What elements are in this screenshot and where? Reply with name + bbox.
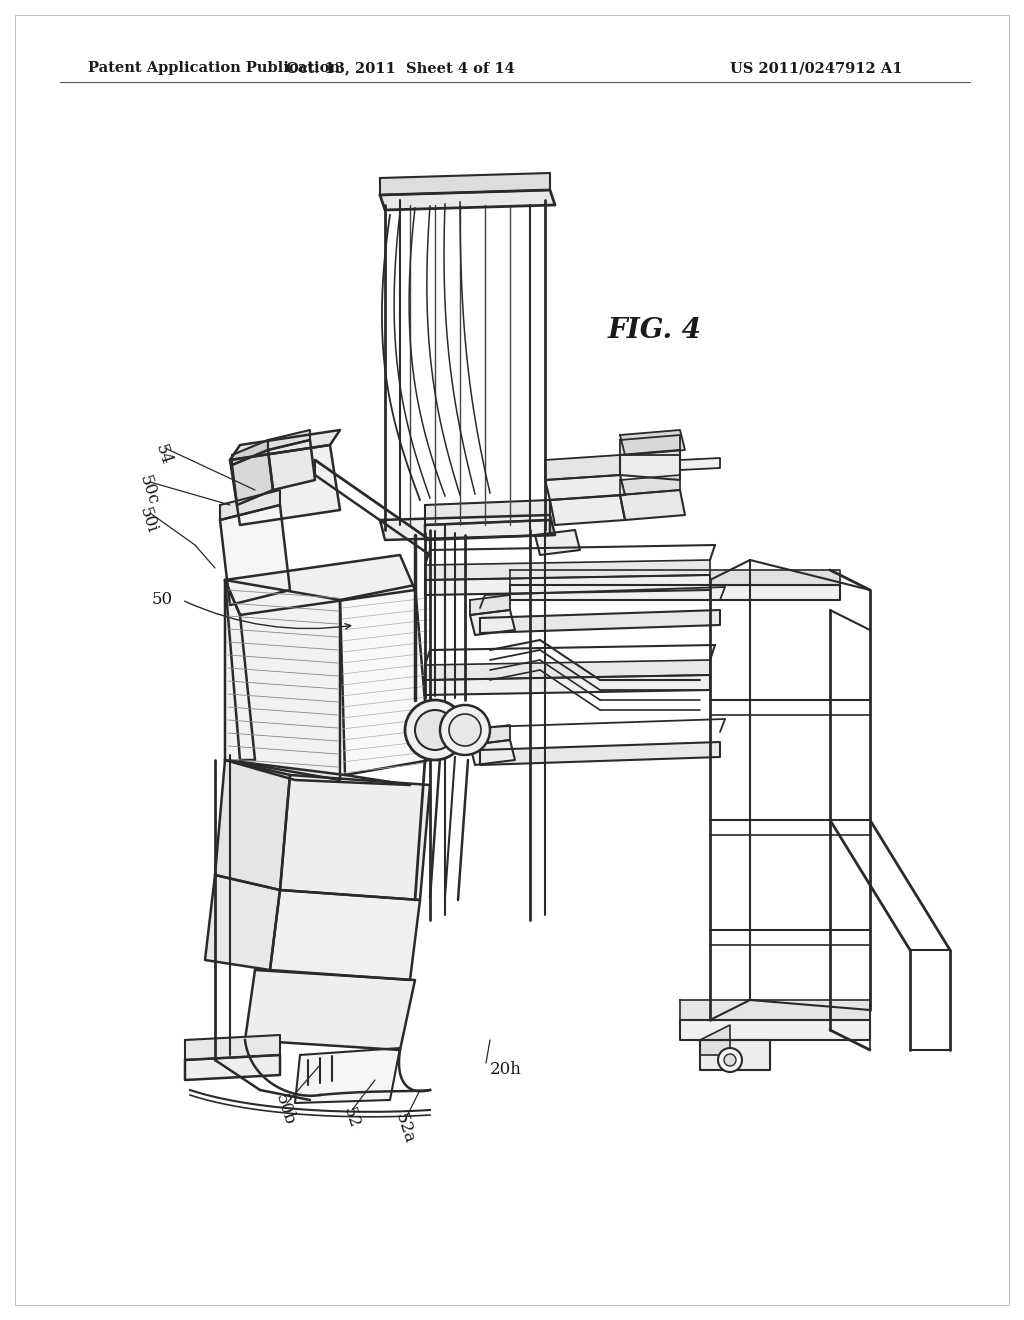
Polygon shape [230, 445, 340, 525]
Polygon shape [295, 1048, 400, 1104]
Polygon shape [225, 579, 255, 760]
Polygon shape [268, 430, 310, 450]
Text: 50: 50 [152, 591, 173, 609]
Text: Oct. 13, 2011  Sheet 4 of 14: Oct. 13, 2011 Sheet 4 of 14 [286, 61, 514, 75]
Circle shape [406, 700, 465, 760]
Polygon shape [620, 450, 680, 480]
Polygon shape [230, 430, 340, 459]
Polygon shape [620, 490, 685, 520]
Polygon shape [535, 531, 580, 554]
Polygon shape [232, 440, 268, 465]
Text: 52a: 52a [392, 1110, 418, 1146]
Polygon shape [220, 490, 280, 520]
Polygon shape [470, 725, 510, 744]
Polygon shape [280, 775, 430, 900]
Polygon shape [225, 554, 415, 615]
Polygon shape [700, 1040, 770, 1071]
Polygon shape [510, 570, 840, 585]
Text: 50i: 50i [136, 504, 161, 535]
Polygon shape [380, 173, 550, 195]
Polygon shape [232, 450, 273, 506]
Polygon shape [620, 436, 680, 455]
Polygon shape [425, 675, 710, 696]
Polygon shape [425, 500, 550, 525]
Text: 20h: 20h [490, 1061, 522, 1078]
Polygon shape [545, 475, 625, 500]
Circle shape [449, 714, 481, 746]
Text: 54: 54 [152, 442, 175, 467]
Polygon shape [620, 475, 680, 495]
Polygon shape [470, 718, 480, 744]
Circle shape [724, 1053, 736, 1067]
Polygon shape [270, 890, 420, 979]
Polygon shape [480, 610, 720, 634]
Polygon shape [340, 585, 430, 775]
Polygon shape [225, 760, 410, 785]
Polygon shape [185, 1055, 280, 1080]
Polygon shape [550, 495, 625, 525]
Polygon shape [680, 1020, 870, 1040]
Polygon shape [700, 1026, 730, 1055]
Polygon shape [470, 610, 515, 635]
Text: FIG. 4: FIG. 4 [608, 317, 702, 343]
Polygon shape [425, 660, 710, 680]
Polygon shape [425, 576, 710, 595]
Polygon shape [425, 560, 710, 579]
Polygon shape [245, 970, 415, 1049]
Polygon shape [470, 741, 515, 766]
Polygon shape [680, 458, 720, 470]
Polygon shape [470, 595, 510, 615]
Text: US 2011/0247912 A1: US 2011/0247912 A1 [730, 61, 902, 75]
Polygon shape [380, 190, 555, 210]
Polygon shape [185, 1035, 280, 1060]
Polygon shape [225, 579, 340, 780]
Text: 50c: 50c [136, 473, 162, 507]
Polygon shape [510, 585, 840, 601]
Text: 52: 52 [340, 1105, 362, 1131]
Polygon shape [205, 875, 280, 970]
Polygon shape [680, 1001, 870, 1020]
Polygon shape [220, 506, 290, 605]
Polygon shape [268, 440, 315, 490]
Circle shape [718, 1048, 742, 1072]
Circle shape [440, 705, 490, 755]
Circle shape [415, 710, 455, 750]
Text: 50b: 50b [272, 1092, 298, 1127]
Polygon shape [620, 430, 685, 455]
Polygon shape [215, 760, 290, 890]
Polygon shape [380, 515, 555, 540]
Text: Patent Application Publication: Patent Application Publication [88, 61, 340, 75]
Polygon shape [480, 742, 720, 766]
Polygon shape [425, 520, 550, 540]
Polygon shape [545, 455, 620, 480]
